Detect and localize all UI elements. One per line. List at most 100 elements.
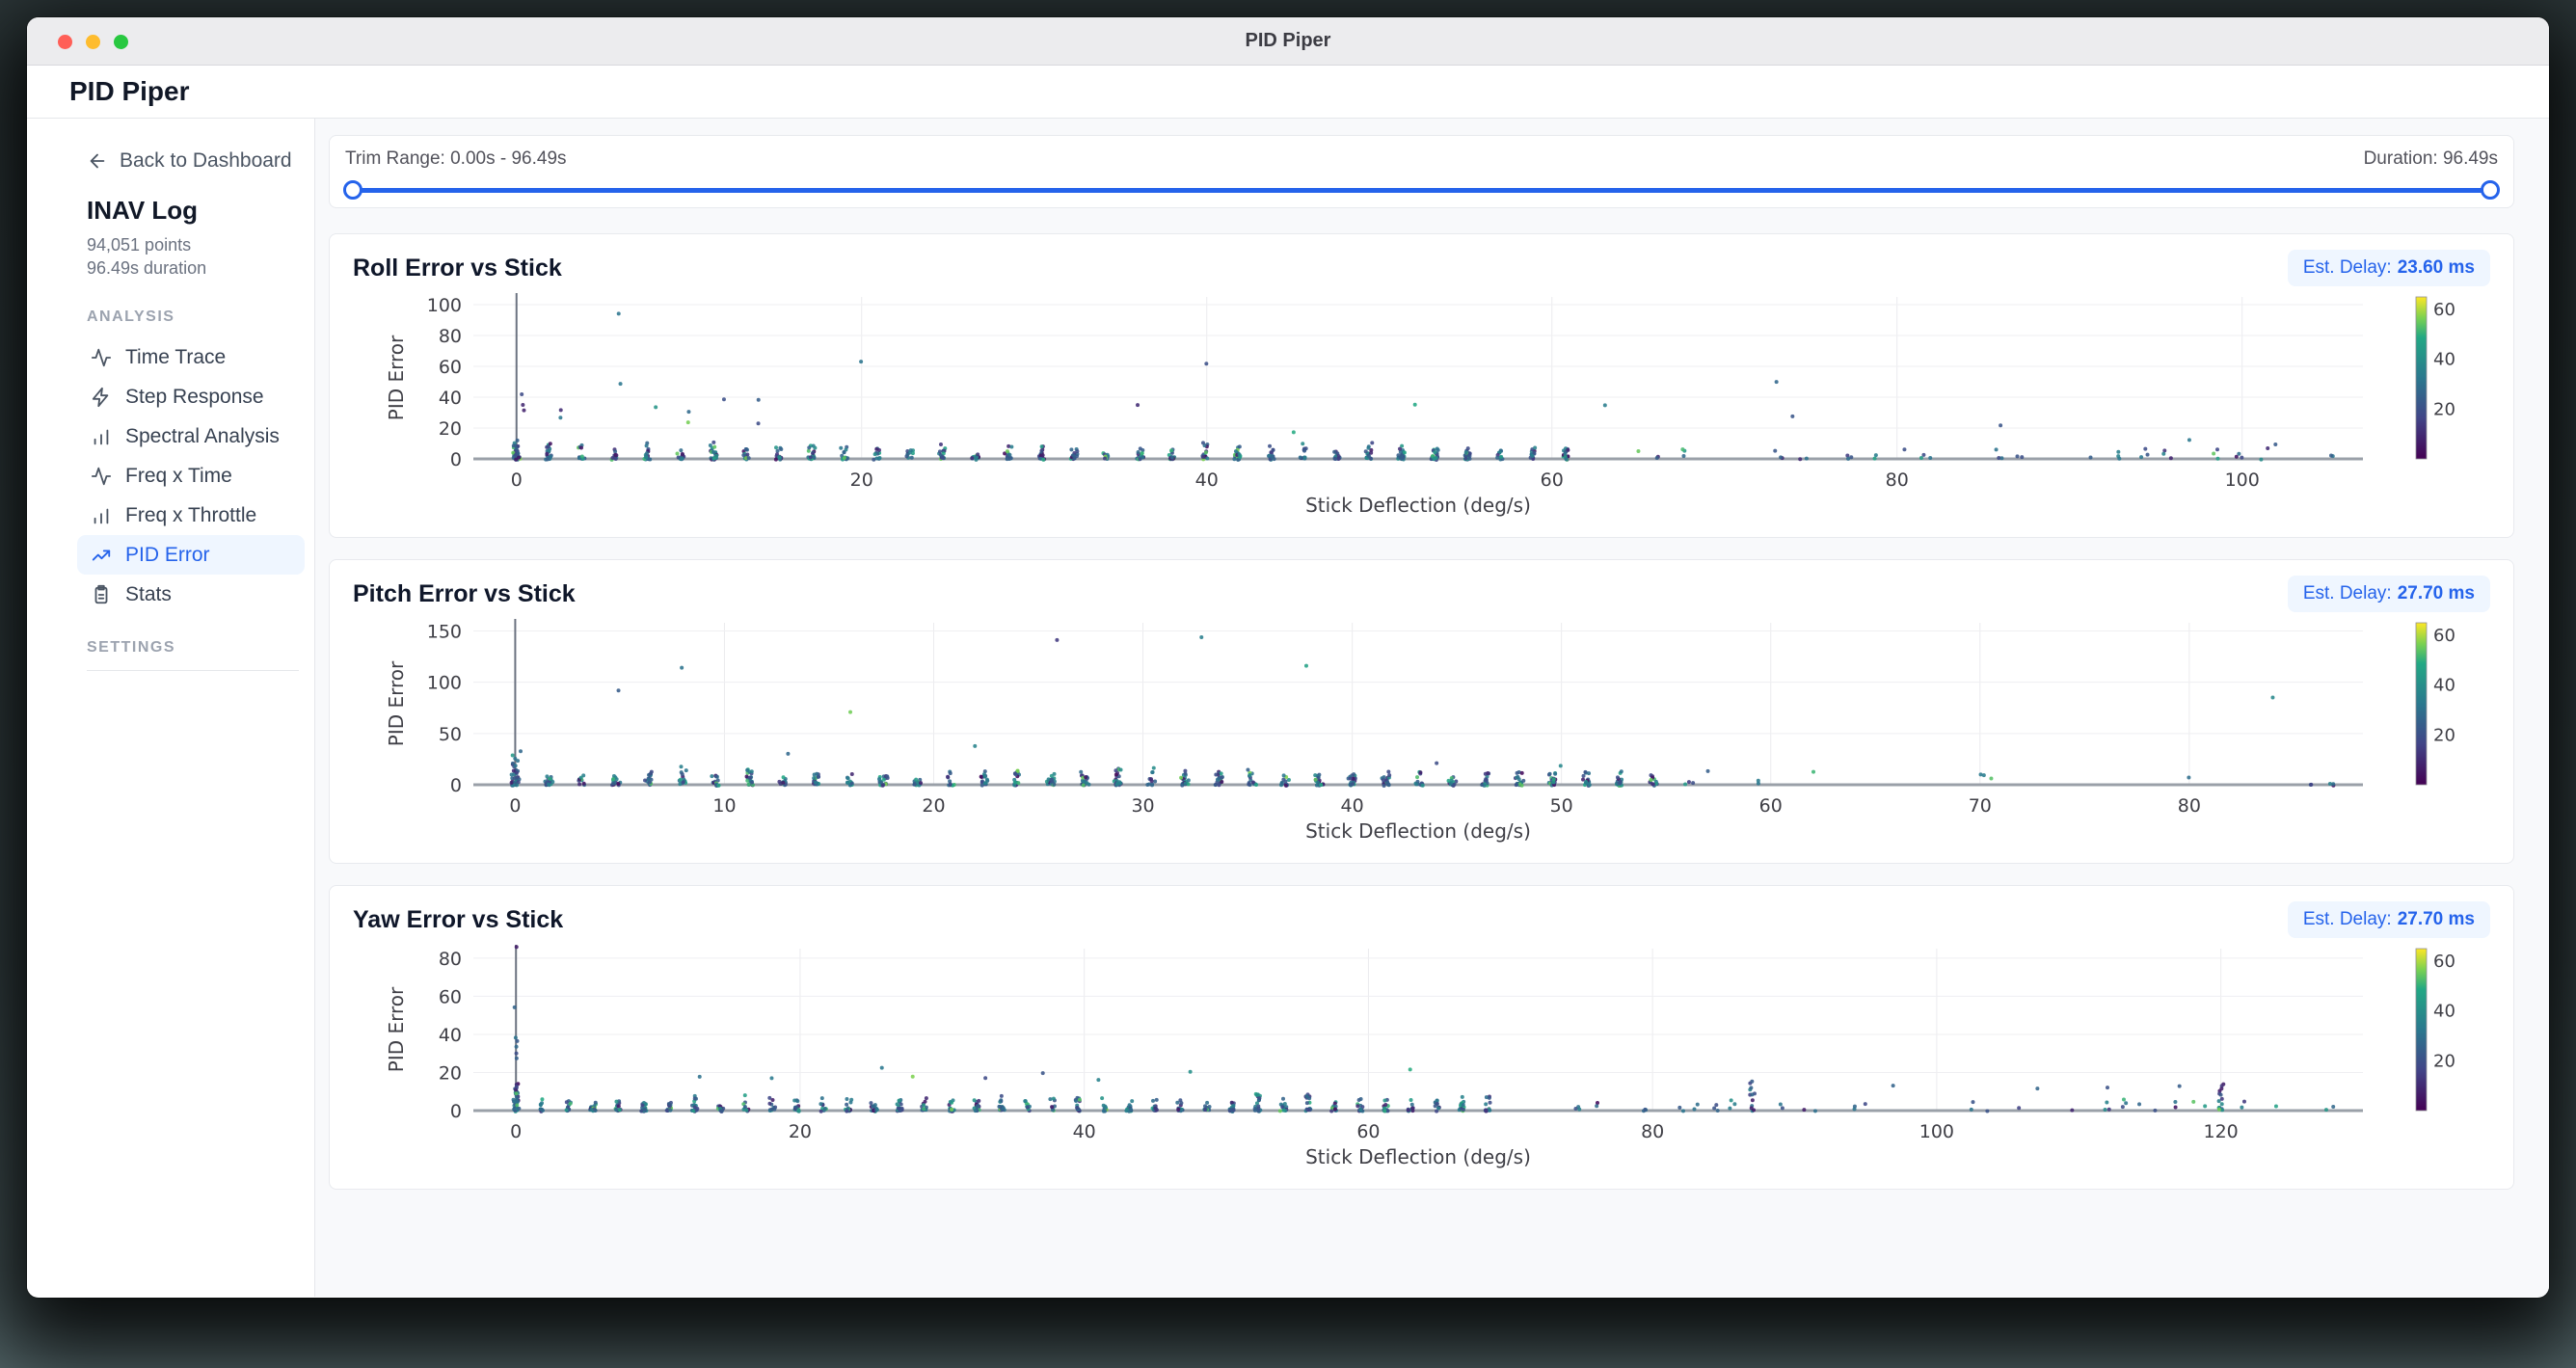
traffic-lights (58, 35, 128, 49)
trim-card: Trim Range: 0.00s - 96.49s Duration: 96.… (329, 135, 2514, 208)
activity-icon (91, 466, 112, 487)
svg-text:20: 20 (789, 1121, 812, 1142)
analysis-section-header: ANALYSIS (87, 308, 175, 325)
svg-text:80: 80 (1641, 1121, 1664, 1142)
charts-container: Roll Error vs Stick Est. Delay: 23.60 ms … (329, 233, 2514, 1190)
log-duration: 96.49s duration (87, 258, 207, 278)
slider-handle-start[interactable] (343, 180, 362, 200)
sidebar-item-label: Freq x Throttle (125, 503, 257, 526)
svg-text:20: 20 (850, 469, 873, 491)
svg-text:40: 40 (2433, 350, 2455, 370)
page-title: PID Piper (69, 76, 190, 106)
sidebar-item-spectral-analysis[interactable]: Spectral Analysis (77, 416, 305, 456)
est-delay-label: Est. Delay: (2302, 583, 2392, 604)
est-delay-badge: Est. Delay: 23.60 ms (2287, 250, 2490, 286)
svg-text:PID Error: PID Error (385, 660, 408, 746)
svg-text:50: 50 (1550, 795, 1573, 817)
chart-title: Pitch Error vs Stick (353, 579, 576, 607)
svg-text:60: 60 (1541, 469, 1564, 491)
svg-text:80: 80 (2178, 795, 2201, 817)
duration-label: Duration: 96.49s (2363, 148, 2498, 169)
svg-text:80: 80 (439, 949, 462, 970)
sidebar-item-freq-x-throttle[interactable]: Freq x Throttle (77, 496, 305, 535)
svg-text:60: 60 (439, 357, 462, 378)
scatter-plot[interactable]: 0 50 100 150 0 10 20 30 40 50 60 70 80 Stick Deflecti… (353, 618, 2492, 849)
chart-card: Yaw Error vs Stick Est. Delay: 27.70 ms 0… (329, 885, 2514, 1190)
zoom-button[interactable] (114, 35, 128, 49)
trend-icon (91, 545, 112, 566)
svg-text:40: 40 (1195, 469, 1219, 491)
svg-text:20: 20 (2433, 725, 2455, 745)
scatter-points (509, 635, 2336, 788)
svg-text:50: 50 (439, 724, 462, 745)
est-delay-value: 27.70 ms (2397, 583, 2475, 604)
clipboard-icon (91, 584, 112, 605)
close-button[interactable] (58, 35, 72, 49)
colorbar: 20 40 60 (2415, 296, 2455, 460)
svg-text:40: 40 (1341, 795, 1364, 817)
svg-text:20: 20 (2433, 399, 2455, 419)
svg-text:PID Error: PID Error (385, 986, 408, 1072)
sidebar-item-time-trace[interactable]: Time Trace (77, 337, 305, 377)
svg-text:100: 100 (427, 673, 462, 694)
svg-text:PID Error: PID Error (385, 335, 408, 420)
svg-text:20: 20 (922, 795, 945, 817)
svg-text:0: 0 (450, 449, 462, 470)
sidebar: Back to Dashboard INAV Log 94,051 points… (27, 119, 315, 1297)
sidebar-item-label: PID Error (125, 543, 210, 566)
slider-handle-end[interactable] (2481, 180, 2500, 200)
chart-card: Roll Error vs Stick Est. Delay: 23.60 ms … (329, 233, 2514, 538)
est-delay-value: 27.70 ms (2397, 909, 2475, 929)
sidebar-item-stats[interactable]: Stats (77, 575, 305, 614)
app-header: PID Piper (27, 66, 2549, 119)
gridlines (473, 297, 2363, 459)
svg-text:40: 40 (439, 1025, 462, 1046)
bars-icon (91, 505, 112, 526)
scatter-plot[interactable]: 0 20 40 60 80 0 20 40 60 80 100 120 Stick Deflection… (353, 944, 2492, 1175)
svg-text:20: 20 (439, 418, 462, 440)
sidebar-item-label: Step Response (125, 385, 264, 408)
est-delay-value: 23.60 ms (2397, 257, 2475, 278)
log-name: INAV Log (87, 196, 199, 225)
trim-range-slider[interactable] (343, 179, 2500, 201)
svg-text:60: 60 (2433, 626, 2455, 646)
svg-text:30: 30 (1131, 795, 1154, 817)
svg-text:60: 60 (2433, 952, 2455, 972)
scatter-plot[interactable]: 0 20 40 60 80 100 0 20 40 60 80 100 Stick Deflection… (353, 292, 2492, 523)
svg-text:70: 70 (1969, 795, 1992, 817)
svg-text:40: 40 (439, 388, 462, 409)
svg-text:0: 0 (450, 1101, 462, 1122)
back-to-dashboard-link[interactable]: Back to Dashboard (87, 149, 299, 173)
chart-title: Roll Error vs Stick (353, 254, 562, 282)
settings-section-header: SETTINGS (87, 639, 176, 656)
svg-text:60: 60 (1759, 795, 1783, 817)
sidebar-item-step-response[interactable]: Step Response (77, 377, 305, 416)
svg-text:40: 40 (1073, 1121, 1096, 1142)
sidebar-item-label: Spectral Analysis (125, 424, 280, 447)
svg-text:80: 80 (439, 326, 462, 347)
chart-title: Yaw Error vs Stick (353, 905, 564, 933)
gridlines (473, 949, 2363, 1111)
sidebar-item-label: Stats (125, 582, 172, 605)
svg-text:Stick Deflection (deg/s): Stick Deflection (deg/s) (1305, 1145, 1531, 1168)
svg-text:0: 0 (510, 1121, 522, 1142)
svg-text:0: 0 (509, 795, 521, 817)
svg-text:40: 40 (2433, 1002, 2455, 1022)
chart-card: Pitch Error vs Stick Est. Delay: 27.70 ms… (329, 559, 2514, 864)
est-delay-label: Est. Delay: (2302, 909, 2392, 929)
back-label: Back to Dashboard (120, 149, 292, 172)
activity-icon (91, 347, 112, 368)
window-titlebar: PID Piper (27, 17, 2549, 66)
est-delay-label: Est. Delay: (2302, 257, 2392, 278)
sidebar-item-label: Time Trace (125, 345, 227, 368)
colorbar: 20 40 60 (2415, 622, 2455, 786)
gridlines (473, 623, 2363, 785)
sidebar-item-freq-x-time[interactable]: Freq x Time (77, 456, 305, 496)
sidebar-item-pid-error[interactable]: PID Error (77, 535, 305, 575)
sidebar-nav: Time Trace Step Response Spectral Analys… (77, 337, 305, 614)
sidebar-item-label: Freq x Time (125, 464, 232, 487)
minimize-button[interactable] (86, 35, 100, 49)
window-title: PID Piper (1245, 30, 1331, 51)
scatter-points (511, 311, 2335, 462)
svg-text:100: 100 (427, 295, 462, 316)
